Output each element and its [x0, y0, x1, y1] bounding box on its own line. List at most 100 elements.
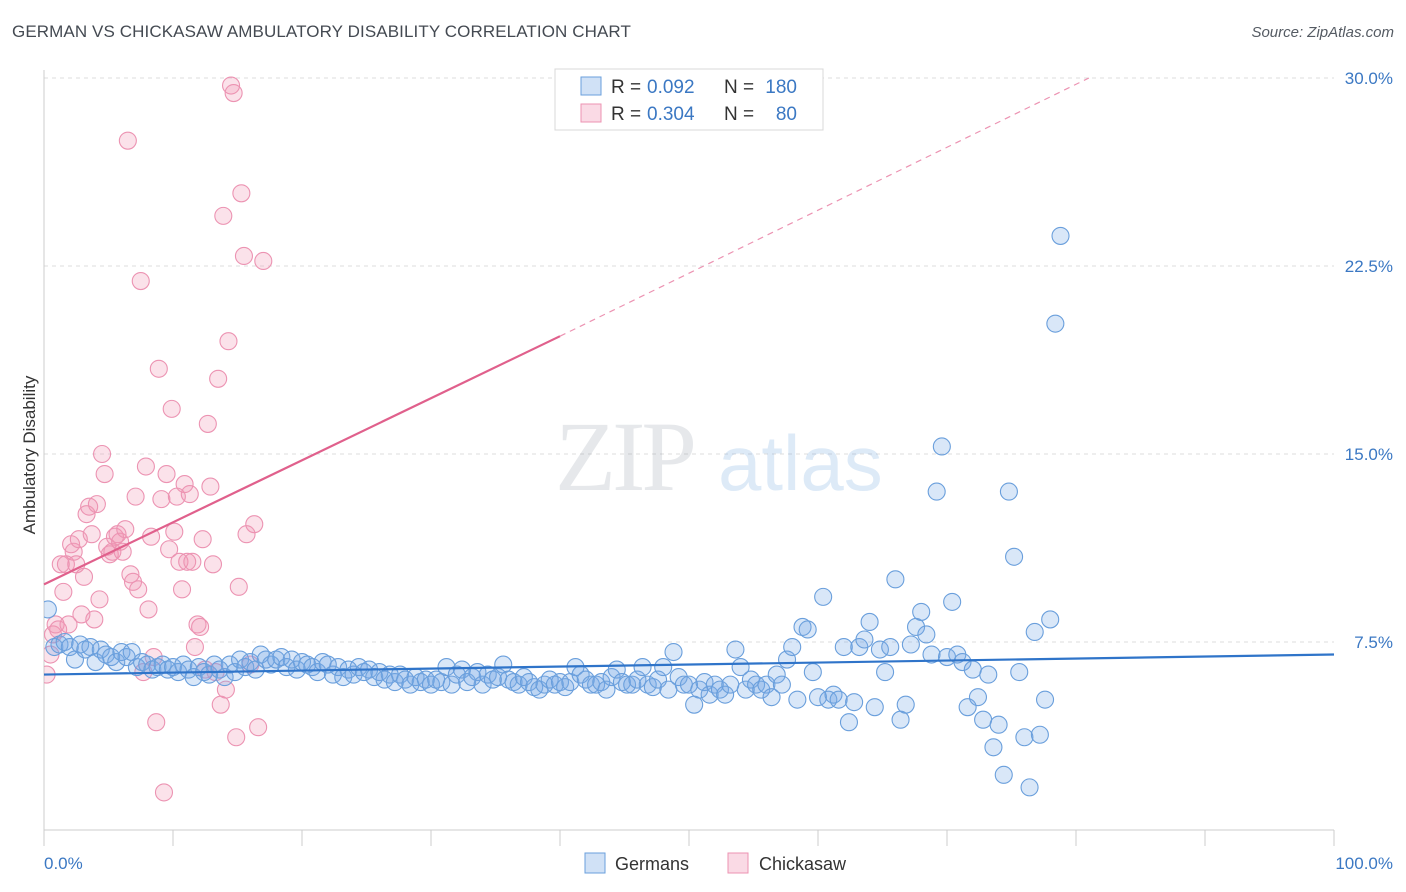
chickasaw-point	[180, 485, 199, 504]
chickasaw-point	[116, 520, 135, 539]
chickasaw-point	[162, 399, 181, 418]
german-point	[917, 625, 936, 644]
german-point	[736, 680, 755, 699]
series-germans-points	[44, 226, 1070, 797]
german-point	[927, 482, 946, 501]
german-point	[814, 587, 833, 606]
legend-swatch-germans	[580, 76, 602, 96]
german-point	[762, 688, 781, 707]
chickasaw-point	[129, 580, 148, 599]
german-point	[163, 658, 183, 677]
german-point	[968, 688, 988, 707]
german-point	[437, 658, 456, 677]
chickasaw-point	[93, 444, 112, 464]
chickasaw-point	[245, 515, 264, 534]
german-point	[205, 655, 224, 674]
german-point	[1005, 547, 1024, 566]
german-point	[891, 710, 910, 729]
chickasaw-point	[172, 580, 192, 599]
chickasaw-point	[90, 590, 109, 609]
german-point	[989, 715, 1008, 734]
chickasaw-point	[54, 582, 73, 601]
german-point	[112, 642, 131, 662]
german-point	[416, 670, 435, 689]
german-point	[256, 650, 275, 669]
chickasaw-point	[229, 577, 248, 596]
german-point	[865, 698, 884, 717]
y-tick-label: 22.5%	[1345, 257, 1393, 276]
german-point	[442, 675, 461, 694]
chickasaw-point	[154, 783, 174, 802]
chickasaw-point	[160, 540, 179, 559]
german-point	[747, 675, 766, 694]
x-tick-label-max: 100.0%	[1335, 854, 1393, 873]
german-point	[91, 640, 110, 659]
german-point	[71, 635, 90, 654]
german-point	[1041, 610, 1060, 629]
german-point	[504, 673, 523, 692]
chickasaw-point	[95, 465, 114, 484]
german-point	[679, 675, 699, 694]
chickasaw-point	[222, 76, 241, 95]
german-point	[354, 663, 373, 682]
chickasaw-point	[136, 457, 155, 476]
german-point	[710, 680, 730, 699]
legend-n-label-chickasaw: N =	[724, 104, 754, 125]
german-point	[829, 690, 848, 709]
german-point	[349, 658, 368, 677]
german-point	[932, 437, 951, 456]
legend-r-value-chickasaw: 0.304	[647, 104, 695, 125]
german-point	[1030, 725, 1049, 744]
german-point	[860, 612, 879, 631]
german-point	[1020, 778, 1039, 797]
german-point	[576, 670, 595, 689]
chickasaw-point	[185, 637, 204, 657]
german-point	[783, 637, 802, 657]
german-point	[447, 665, 466, 684]
german-point	[587, 675, 606, 694]
german-point	[612, 673, 631, 692]
german-point	[1010, 663, 1029, 682]
german-point	[102, 647, 121, 667]
german-point	[1051, 226, 1070, 245]
legend-r-label-chickasaw: R =	[611, 104, 641, 125]
bottom-legend-swatch-chickasaw	[727, 852, 749, 874]
german-point	[525, 678, 544, 697]
german-point	[716, 685, 735, 704]
chickasaw-point	[51, 555, 70, 574]
german-point	[654, 658, 673, 677]
chickasaw-point	[209, 369, 228, 388]
german-point	[870, 640, 889, 659]
chickasaw-point	[193, 530, 212, 549]
chickasaw-point	[224, 83, 243, 103]
chickasaw-point	[131, 271, 150, 291]
german-point	[494, 655, 513, 674]
german-point	[473, 675, 492, 694]
german-point	[127, 658, 146, 677]
chickasaw-point	[152, 490, 171, 509]
german-point	[396, 670, 415, 689]
german-point	[308, 663, 327, 682]
y-tick-label: 7.5%	[1354, 633, 1393, 652]
watermark-atlas: atlas	[718, 419, 883, 507]
german-point	[421, 675, 441, 694]
german-point	[912, 602, 931, 621]
german-point	[901, 635, 920, 654]
german-point	[999, 482, 1018, 501]
y-tick-labels: 7.5% 15.0% 22.5% 30.0%	[1345, 69, 1393, 652]
legend-n-value-chickasaw: 80	[776, 104, 797, 125]
german-point	[752, 680, 771, 699]
german-point	[855, 630, 874, 649]
y-tick-label: 30.0%	[1345, 69, 1393, 88]
chickasaw-point	[147, 713, 166, 732]
german-point	[798, 620, 817, 639]
german-point	[96, 645, 115, 664]
chickasaw-point	[105, 527, 124, 546]
german-point	[50, 635, 69, 654]
x-tick-label-min: 0.0%	[44, 854, 83, 873]
german-point	[1015, 728, 1034, 747]
german-point	[298, 655, 317, 674]
chickasaw-point	[121, 565, 140, 584]
german-point	[803, 663, 822, 682]
